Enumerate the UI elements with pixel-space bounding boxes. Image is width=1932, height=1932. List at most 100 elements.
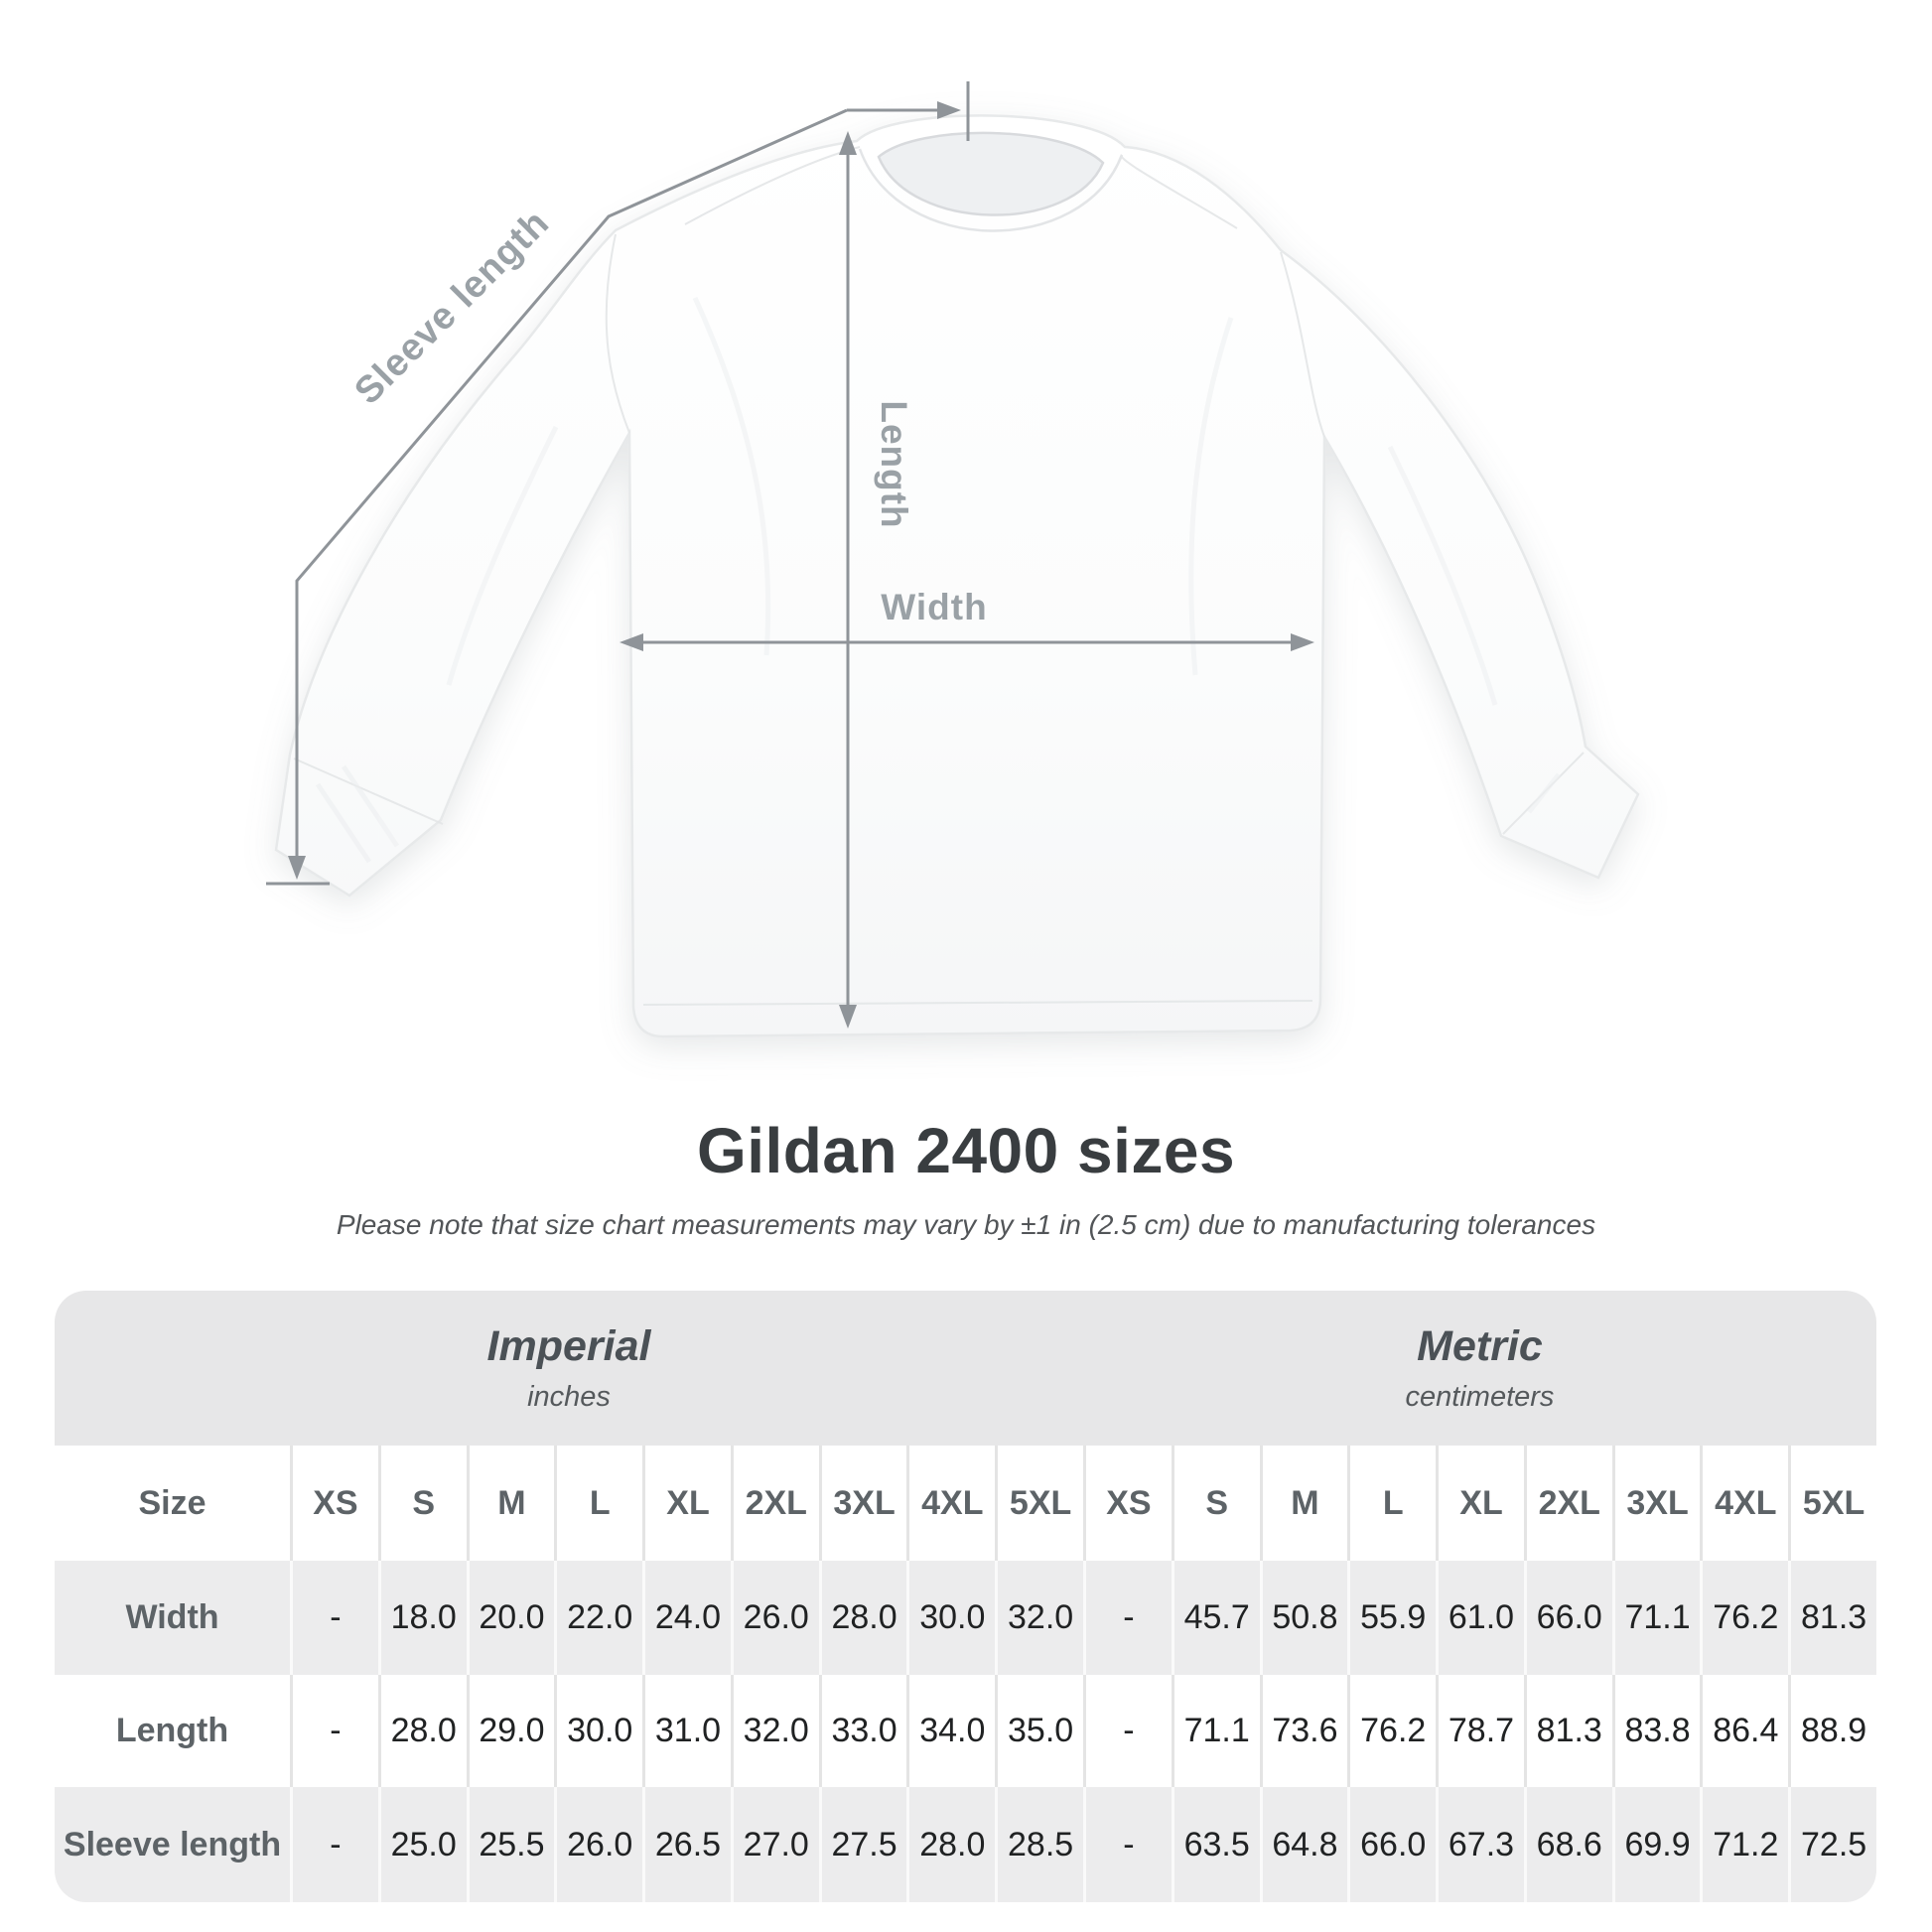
- value-cell: 71.1: [1171, 1675, 1260, 1787]
- size-header-imperial-5xl: 5XL: [995, 1446, 1083, 1561]
- value-cell: 25.5: [466, 1787, 555, 1902]
- shirt-mockup: [274, 114, 1640, 1038]
- value-cell: 83.8: [1611, 1675, 1701, 1787]
- collar-neck-hole: [877, 131, 1105, 216]
- heading-block: Gildan 2400 sizes Please note that size …: [0, 1114, 1932, 1241]
- size-header-metric-3xl: 3XL: [1611, 1446, 1701, 1561]
- value-cell: 26.5: [642, 1787, 731, 1902]
- table-row-sleeve-length: Sleeve length -25.0 25.5 26.0 26.5 27.0 27.5 28…: [55, 1787, 1876, 1902]
- value-cell: -: [1083, 1675, 1172, 1787]
- value-cell: 78.7: [1436, 1675, 1524, 1787]
- value-cell: 76.2: [1347, 1675, 1436, 1787]
- size-header-imperial-4xl: 4XL: [906, 1446, 995, 1561]
- size-header-imperial-xl: XL: [642, 1446, 731, 1561]
- size-column-header: Size: [138, 1483, 207, 1522]
- value-cell: 20.0: [466, 1561, 555, 1675]
- size-header-metric-s: S: [1171, 1446, 1260, 1561]
- value-cell: 26.0: [554, 1787, 642, 1902]
- length-arrowhead-down: [839, 1005, 857, 1029]
- value-cell: 71.2: [1700, 1787, 1788, 1902]
- shirt-collar: [858, 131, 1124, 232]
- value-cell: 28.0: [906, 1787, 995, 1902]
- imperial-group-name: Imperial: [486, 1322, 651, 1370]
- value-cell: 18.0: [377, 1561, 467, 1675]
- value-cell: 32.0: [995, 1561, 1083, 1675]
- size-header-metric-l: L: [1347, 1446, 1436, 1561]
- shirt-folds: [315, 296, 1561, 864]
- size-header-imperial-m: M: [466, 1446, 555, 1561]
- value-cell: 50.8: [1259, 1561, 1348, 1675]
- sleeve-length-arrowhead-right: [937, 101, 961, 119]
- value-cell: 28.5: [995, 1787, 1083, 1902]
- table-size-header-row: Size XS S M L XL 2XL 3XL 4XL 5XL XS S M L XL 2XL 3XL 4XL…: [55, 1446, 1876, 1561]
- value-cell: 73.6: [1259, 1675, 1348, 1787]
- size-header-imperial-3xl: 3XL: [818, 1446, 907, 1561]
- sleeve-length-arrowhead-down: [288, 856, 306, 880]
- length-label: Length: [874, 400, 914, 528]
- value-cell: 64.8: [1259, 1787, 1348, 1902]
- shirt-diagram-svg: Sleeve length Length Width: [266, 81, 1640, 1038]
- value-cell: -: [1083, 1561, 1172, 1675]
- value-cell: 32.0: [730, 1675, 819, 1787]
- tolerance-note: Please note that size chart measurements…: [336, 1209, 1596, 1240]
- value-cell: 81.3: [1523, 1675, 1612, 1787]
- size-table: Imperial inches Metric centimeters Size …: [55, 1291, 1876, 1902]
- value-cell: 26.0: [730, 1561, 819, 1675]
- row-label: Width: [125, 1598, 219, 1636]
- collar-outer-seam: [858, 148, 1124, 232]
- value-cell: 27.0: [730, 1787, 819, 1902]
- value-cell: 27.5: [818, 1787, 907, 1902]
- value-cell: 29.0: [466, 1675, 555, 1787]
- value-cell: 30.0: [554, 1675, 642, 1787]
- value-cell: 61.0: [1436, 1561, 1524, 1675]
- value-cell: 68.6: [1523, 1787, 1612, 1902]
- value-cell: -: [290, 1787, 378, 1902]
- value-cell: 22.0: [554, 1561, 642, 1675]
- width-arrowhead-left: [620, 633, 643, 651]
- page-title: Gildan 2400 sizes: [696, 1115, 1236, 1186]
- metric-group-name: Metric: [1417, 1322, 1543, 1370]
- value-cell: 30.0: [906, 1561, 995, 1675]
- row-label: Sleeve length: [63, 1825, 282, 1863]
- measurement-lines: [266, 81, 1314, 1029]
- value-cell: 63.5: [1171, 1787, 1260, 1902]
- value-cell: 66.0: [1347, 1787, 1436, 1902]
- width-arrowhead-right: [1291, 633, 1314, 651]
- imperial-group-unit: inches: [527, 1381, 611, 1413]
- value-cell: 55.9: [1347, 1561, 1436, 1675]
- length-arrowhead-up: [839, 131, 857, 155]
- size-header-metric-m: M: [1259, 1446, 1348, 1561]
- size-header-metric-4xl: 4XL: [1700, 1446, 1788, 1561]
- value-cell: 31.0: [642, 1675, 731, 1787]
- shirt-body: [274, 114, 1640, 1038]
- size-header-metric-xs: XS: [1083, 1446, 1172, 1561]
- value-cell: 81.3: [1788, 1561, 1876, 1675]
- size-header-metric-5xl: 5XL: [1788, 1446, 1876, 1561]
- sleeve-length-line: [295, 108, 951, 866]
- value-cell: 71.1: [1611, 1561, 1701, 1675]
- value-cell: -: [290, 1561, 378, 1675]
- value-cell: 67.3: [1436, 1787, 1524, 1902]
- size-header-imperial-xs: XS: [290, 1446, 378, 1561]
- value-cell: 88.9: [1788, 1675, 1876, 1787]
- value-cell: 69.9: [1611, 1787, 1701, 1902]
- value-cell: -: [290, 1675, 378, 1787]
- metric-group-header: Metric centimeters: [1083, 1322, 1876, 1414]
- size-header-imperial-2xl: 2XL: [730, 1446, 819, 1561]
- value-cell: 35.0: [995, 1675, 1083, 1787]
- size-header-metric-2xl: 2XL: [1523, 1446, 1612, 1561]
- table-row-width: Width -18.0 20.0 22.0 24.0 26.0 28.0 30.0 32.0-4…: [55, 1561, 1876, 1675]
- value-cell: 28.0: [818, 1561, 907, 1675]
- value-cell: 45.7: [1171, 1561, 1260, 1675]
- value-cell: 72.5: [1788, 1787, 1876, 1902]
- shirt-measurement-diagram: Sleeve length Length Width: [266, 81, 1640, 1038]
- value-cell: 33.0: [818, 1675, 907, 1787]
- value-cell: 25.0: [377, 1787, 467, 1902]
- size-header-metric-xl: XL: [1436, 1446, 1524, 1561]
- metric-group-unit: centimeters: [1405, 1381, 1555, 1413]
- imperial-group-header: Imperial inches: [55, 1322, 1083, 1414]
- width-label: Width: [881, 587, 987, 627]
- value-cell: 24.0: [642, 1561, 731, 1675]
- size-header-imperial-s: S: [377, 1446, 467, 1561]
